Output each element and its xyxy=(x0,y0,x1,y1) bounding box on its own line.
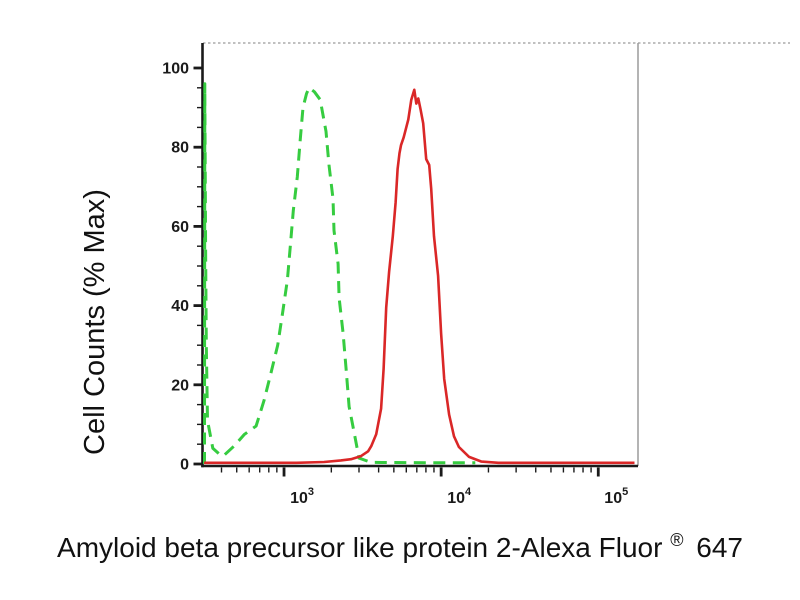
x-axis-title-text: Amyloid beta precursor like protein 2-Al… xyxy=(57,532,662,563)
x-axis-title: Amyloid beta precursor like protein 2-Al… xyxy=(57,521,743,563)
y-tick-label: 60 xyxy=(171,219,189,236)
y-tick-label: 100 xyxy=(162,61,189,78)
y-tick-label: 20 xyxy=(171,377,189,394)
y-tick-label: 80 xyxy=(171,140,189,157)
x-tick-label: 103 xyxy=(290,486,314,507)
x-tick-label: 104 xyxy=(447,486,472,507)
y-tick-label: 40 xyxy=(171,298,189,315)
x-tick-base: 10 xyxy=(447,490,465,507)
y-tick-label: 0 xyxy=(180,457,189,474)
registered-trademark-icon: ® xyxy=(670,530,683,550)
histogram-curves xyxy=(203,82,635,465)
plot-frame xyxy=(201,42,790,468)
x-tick-label: 105 xyxy=(604,486,628,507)
x-tick-base: 10 xyxy=(604,490,622,507)
y-axis-title: Cell Counts (% Max) xyxy=(79,189,111,455)
green-dashed-curve xyxy=(203,82,476,465)
x-tick-exponent: 3 xyxy=(308,486,314,498)
x-tick-exponent: 4 xyxy=(465,486,472,498)
x-tick-base: 10 xyxy=(290,490,308,507)
x-tick-exponent: 5 xyxy=(622,486,628,498)
x-axis-title-suffix: 647 xyxy=(696,532,743,563)
red-solid-curve xyxy=(204,88,635,465)
